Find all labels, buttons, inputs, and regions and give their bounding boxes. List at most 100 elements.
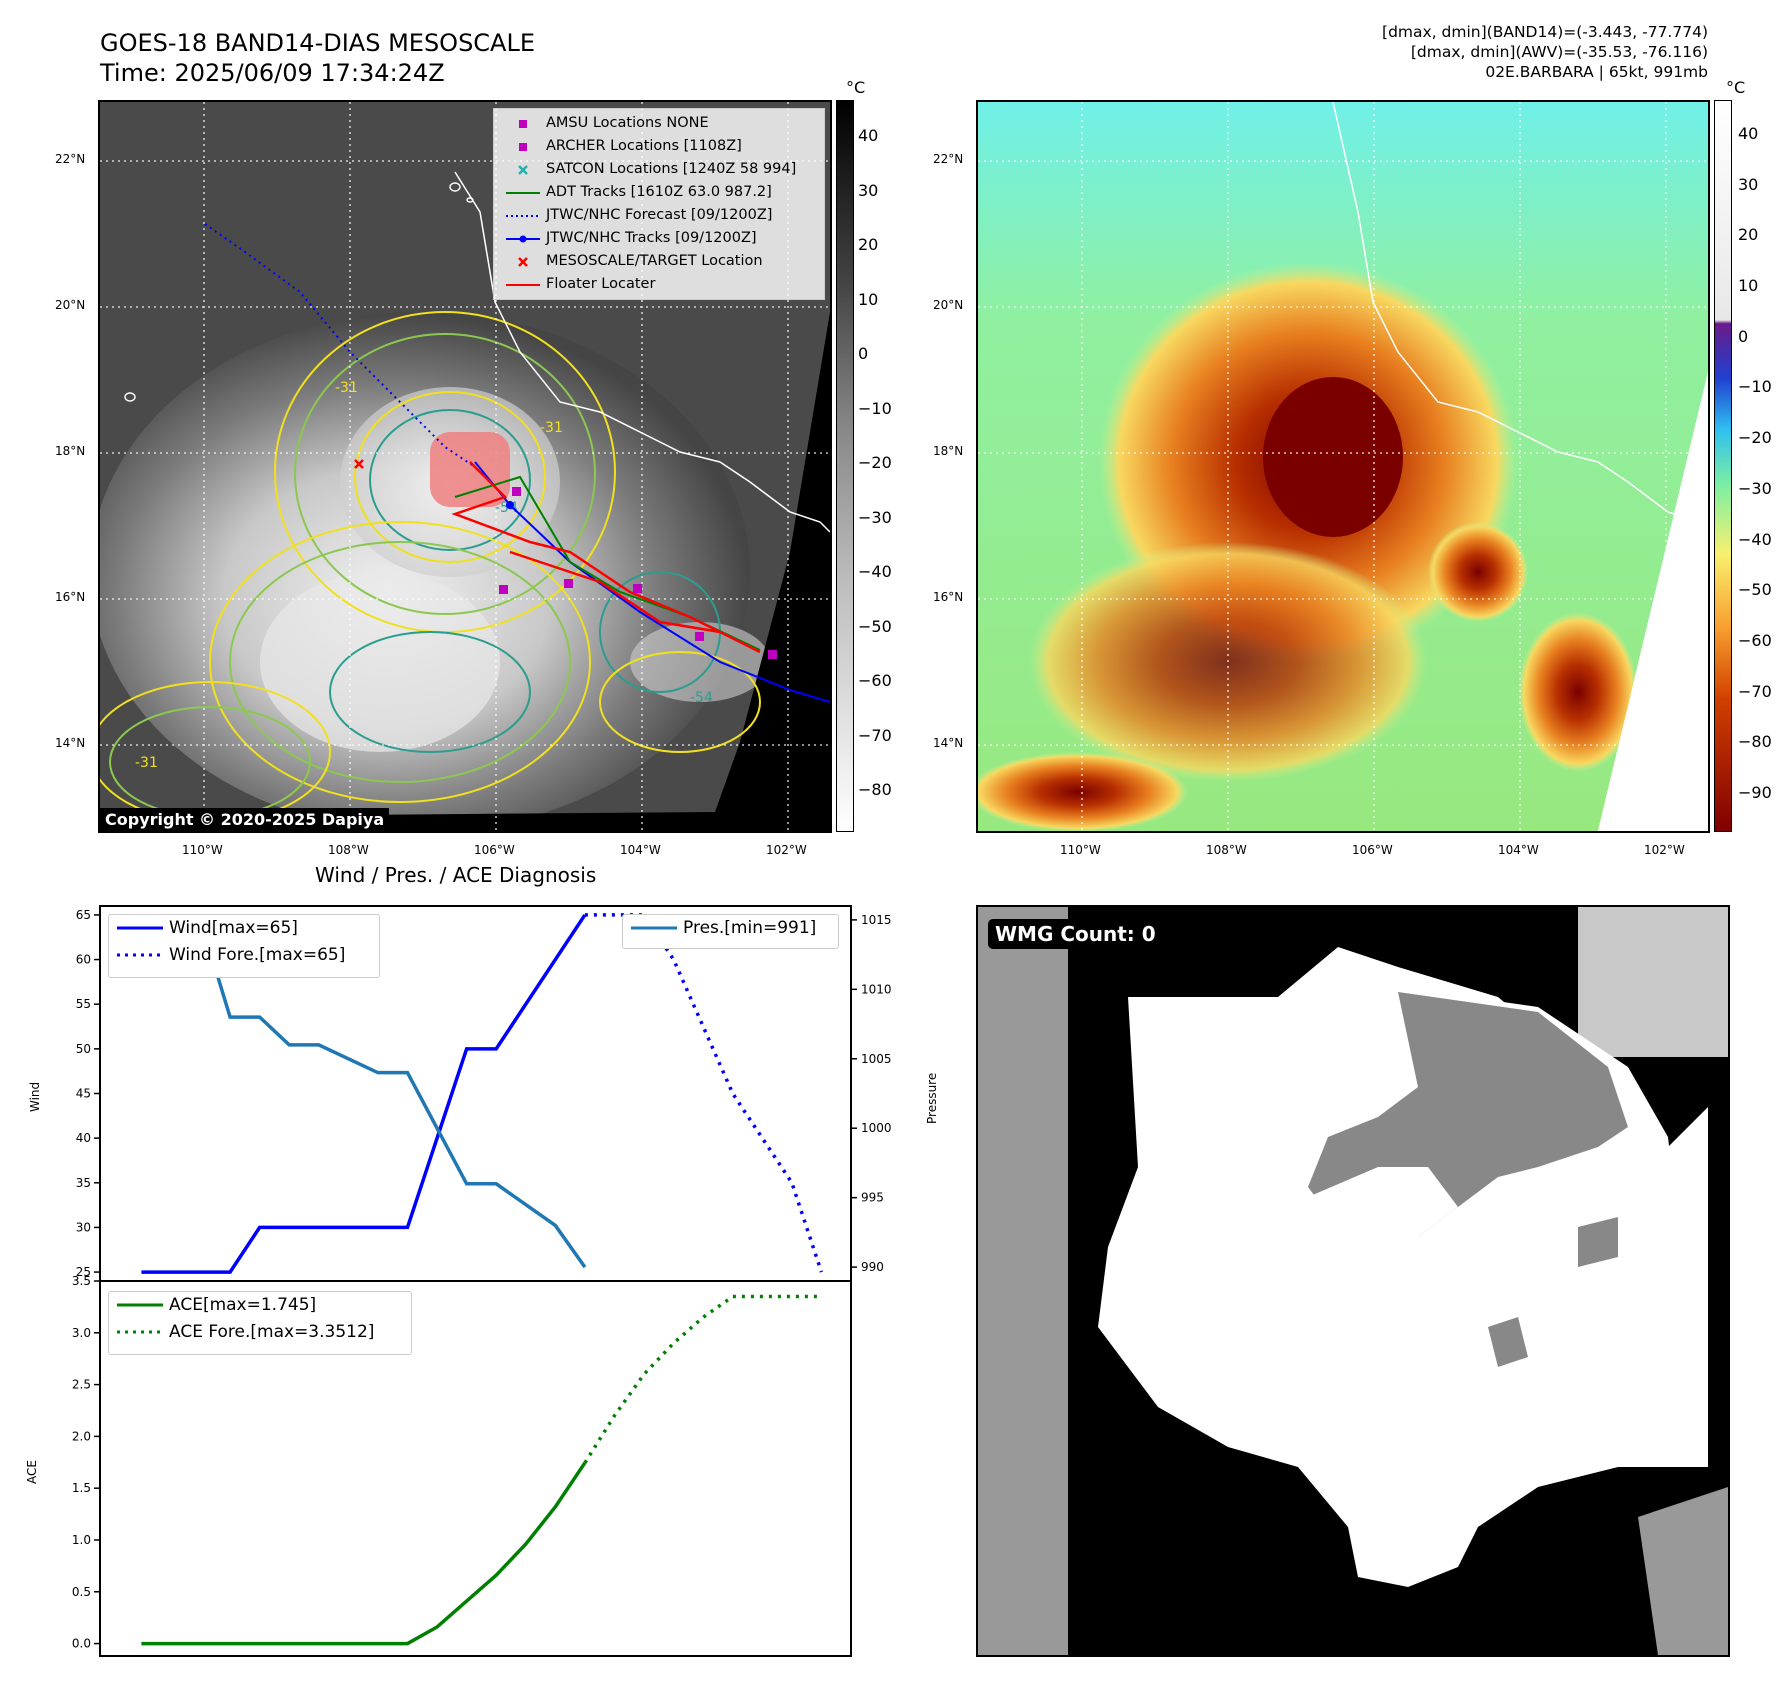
- colorbar-tick-label: −10: [858, 398, 892, 418]
- copyright-label: Copyright © 2020-2025 Dapiya: [100, 808, 390, 831]
- legend-archer: ARCHER Locations [1108Z]: [494, 136, 824, 159]
- lat-label: 14°N: [933, 736, 964, 750]
- lon-label: 106°W: [474, 843, 515, 857]
- colorbar-tick-label: 0: [1738, 326, 1749, 346]
- title-line-2: Time: 2025/06/09 17:34:24Z: [100, 59, 445, 87]
- awv-map-panel: [976, 100, 1710, 833]
- y-tick-label: 40: [76, 1131, 91, 1145]
- legend-adt: ADT Tracks [1610Z 63.0 987.2]: [506, 184, 772, 200]
- y-tick-label: 55: [76, 997, 91, 1011]
- lat-label: 16°N: [933, 590, 964, 604]
- pressure-ylabel: Pressure: [925, 1072, 939, 1124]
- pressure-legend: Pres.[min=991]: [622, 914, 839, 949]
- lat-label: 16°N: [55, 590, 86, 604]
- lat-label: 18°N: [55, 444, 86, 458]
- series-line-ace-1: [583, 1294, 822, 1464]
- y-tick-label: 3.0: [72, 1326, 91, 1340]
- wmg-image: [978, 907, 1728, 1655]
- colorbar-tick-label: 40: [858, 126, 879, 146]
- lon-label: 108°W: [328, 843, 369, 857]
- lat-label: 20°N: [933, 298, 964, 312]
- y2-tick-label: 1010: [861, 982, 892, 996]
- svg-text:-54: -54: [690, 690, 713, 706]
- wmg-count-label: WMG Count: 0: [988, 919, 1163, 949]
- colorbar-left: [836, 100, 854, 832]
- lat-label: 22°N: [933, 152, 964, 166]
- series-line-1: [584, 913, 824, 1273]
- y-tick-label: 0.0: [72, 1637, 91, 1651]
- series-line-2: [141, 918, 587, 1269]
- series-line-ace-0: [141, 1461, 587, 1646]
- colorbar-tick-label: −80: [858, 780, 892, 800]
- legend-floater: Floater Locater: [506, 276, 656, 292]
- y-tick-label: 50: [76, 1042, 91, 1056]
- y-tick-label: 1.5: [72, 1481, 91, 1495]
- lon-label: 106°W: [1352, 843, 1393, 857]
- colorbar-tick-label: 10: [1738, 276, 1759, 296]
- colorbar-tick-label: −50: [858, 616, 892, 636]
- lon-label: 102°W: [766, 843, 807, 857]
- colorbar-tick-label: −70: [858, 725, 892, 745]
- diagnosis-chart: 65 60 55 50 45 40 35 30 25 1015 1010 1005 1000 995 990…: [72, 905, 892, 1657]
- ace-axes-frame: [99, 1280, 852, 1657]
- legend-forecast: JTWC/NHC Forecast [09/1200Z]: [506, 207, 773, 223]
- wind-legend: Wind[max=65] Wind Fore.[max=65]: [108, 914, 380, 978]
- colorbar-tick-label: −20: [1738, 428, 1772, 448]
- y-tick-label: 2.0: [72, 1429, 91, 1443]
- y-tick-label: 1.0: [72, 1533, 91, 1547]
- colorbar-tick-label: 20: [1738, 225, 1759, 245]
- colorbar-tick-label: 40: [1738, 123, 1759, 143]
- lat-label: 22°N: [55, 152, 86, 166]
- y-tick-label: 60: [76, 953, 91, 967]
- ir-map-image: -31 -31 -31 -54 -54: [100, 102, 830, 831]
- svg-text:-31: -31: [540, 420, 563, 436]
- colorbar-tick-label: −90: [1738, 782, 1772, 802]
- y2-tick-label: 1015: [861, 913, 892, 927]
- colorbar-left-unit: °C: [846, 78, 866, 97]
- colorbar-tick-label: −30: [858, 507, 892, 527]
- y-tick-label: 45: [76, 1087, 91, 1101]
- y2-tick-label: 1000: [861, 1121, 892, 1135]
- archer-markers: [499, 487, 777, 659]
- svg-text:-31: -31: [135, 755, 158, 771]
- colorbar-tick-label: −20: [858, 453, 892, 473]
- lon-label: 104°W: [620, 843, 661, 857]
- lat-label: 18°N: [933, 444, 964, 458]
- wmg-panel: [976, 905, 1730, 1657]
- colorbar-right: [1714, 100, 1732, 832]
- colorbar-tick-label: −50: [1738, 580, 1772, 600]
- y2-tick-label: 995: [861, 1191, 884, 1205]
- ace-ylabel: ACE: [25, 1460, 39, 1484]
- colorbar-tick-label: −40: [1738, 529, 1772, 549]
- lon-label: 110°W: [182, 843, 223, 857]
- colorbar-tick-label: −60: [858, 671, 892, 691]
- wind-ylabel: Wind: [28, 1081, 42, 1112]
- y-tick-label: 0.5: [72, 1585, 91, 1599]
- y-tick-label: 35: [76, 1176, 91, 1190]
- legend-wind: Wind[max=65]: [117, 918, 298, 938]
- colorbar-right-unit: °C: [1726, 78, 1746, 97]
- colorbar-tick-label: 0: [858, 344, 869, 364]
- y-tick-label: 2.5: [72, 1378, 91, 1392]
- lat-label: 20°N: [55, 298, 86, 312]
- y-tick-label: 25: [76, 1265, 91, 1279]
- colorbar-tick-label: −10: [1738, 377, 1772, 397]
- colorbar-tick-label: −70: [1738, 681, 1772, 701]
- info-storm: 02E.BARBARA | 65kt, 991mb: [1485, 63, 1708, 81]
- mesoscale-target-marker: [354, 459, 364, 469]
- series-line-0: [141, 913, 587, 1274]
- info-band14: [dmax, dmin](BAND14)=(-3.443, -77.774): [1382, 23, 1708, 41]
- y2-tick-label: 990: [861, 1260, 884, 1274]
- colorbar-tick-label: 20: [858, 235, 879, 255]
- legend-wind-fore: Wind Fore.[max=65]: [117, 945, 346, 965]
- colorbar-tick-label: −60: [1738, 630, 1772, 650]
- legend-tracks: JTWC/NHC Tracks [09/1200Z]: [494, 228, 824, 251]
- ace-legend: ACE[max=1.745] ACE Fore.[max=3.3512]: [108, 1291, 412, 1355]
- diagnosis-title: Wind / Pres. / ACE Diagnosis: [315, 863, 597, 887]
- colorbar-tick-label: 30: [1738, 174, 1759, 194]
- y-tick-label: 65: [76, 908, 91, 922]
- colorbar-tick-label: 30: [858, 180, 879, 200]
- lat-label: 14°N: [55, 736, 86, 750]
- title-line-1: GOES-18 BAND14-DIAS MESOSCALE: [100, 29, 536, 57]
- lon-label: 110°W: [1060, 843, 1101, 857]
